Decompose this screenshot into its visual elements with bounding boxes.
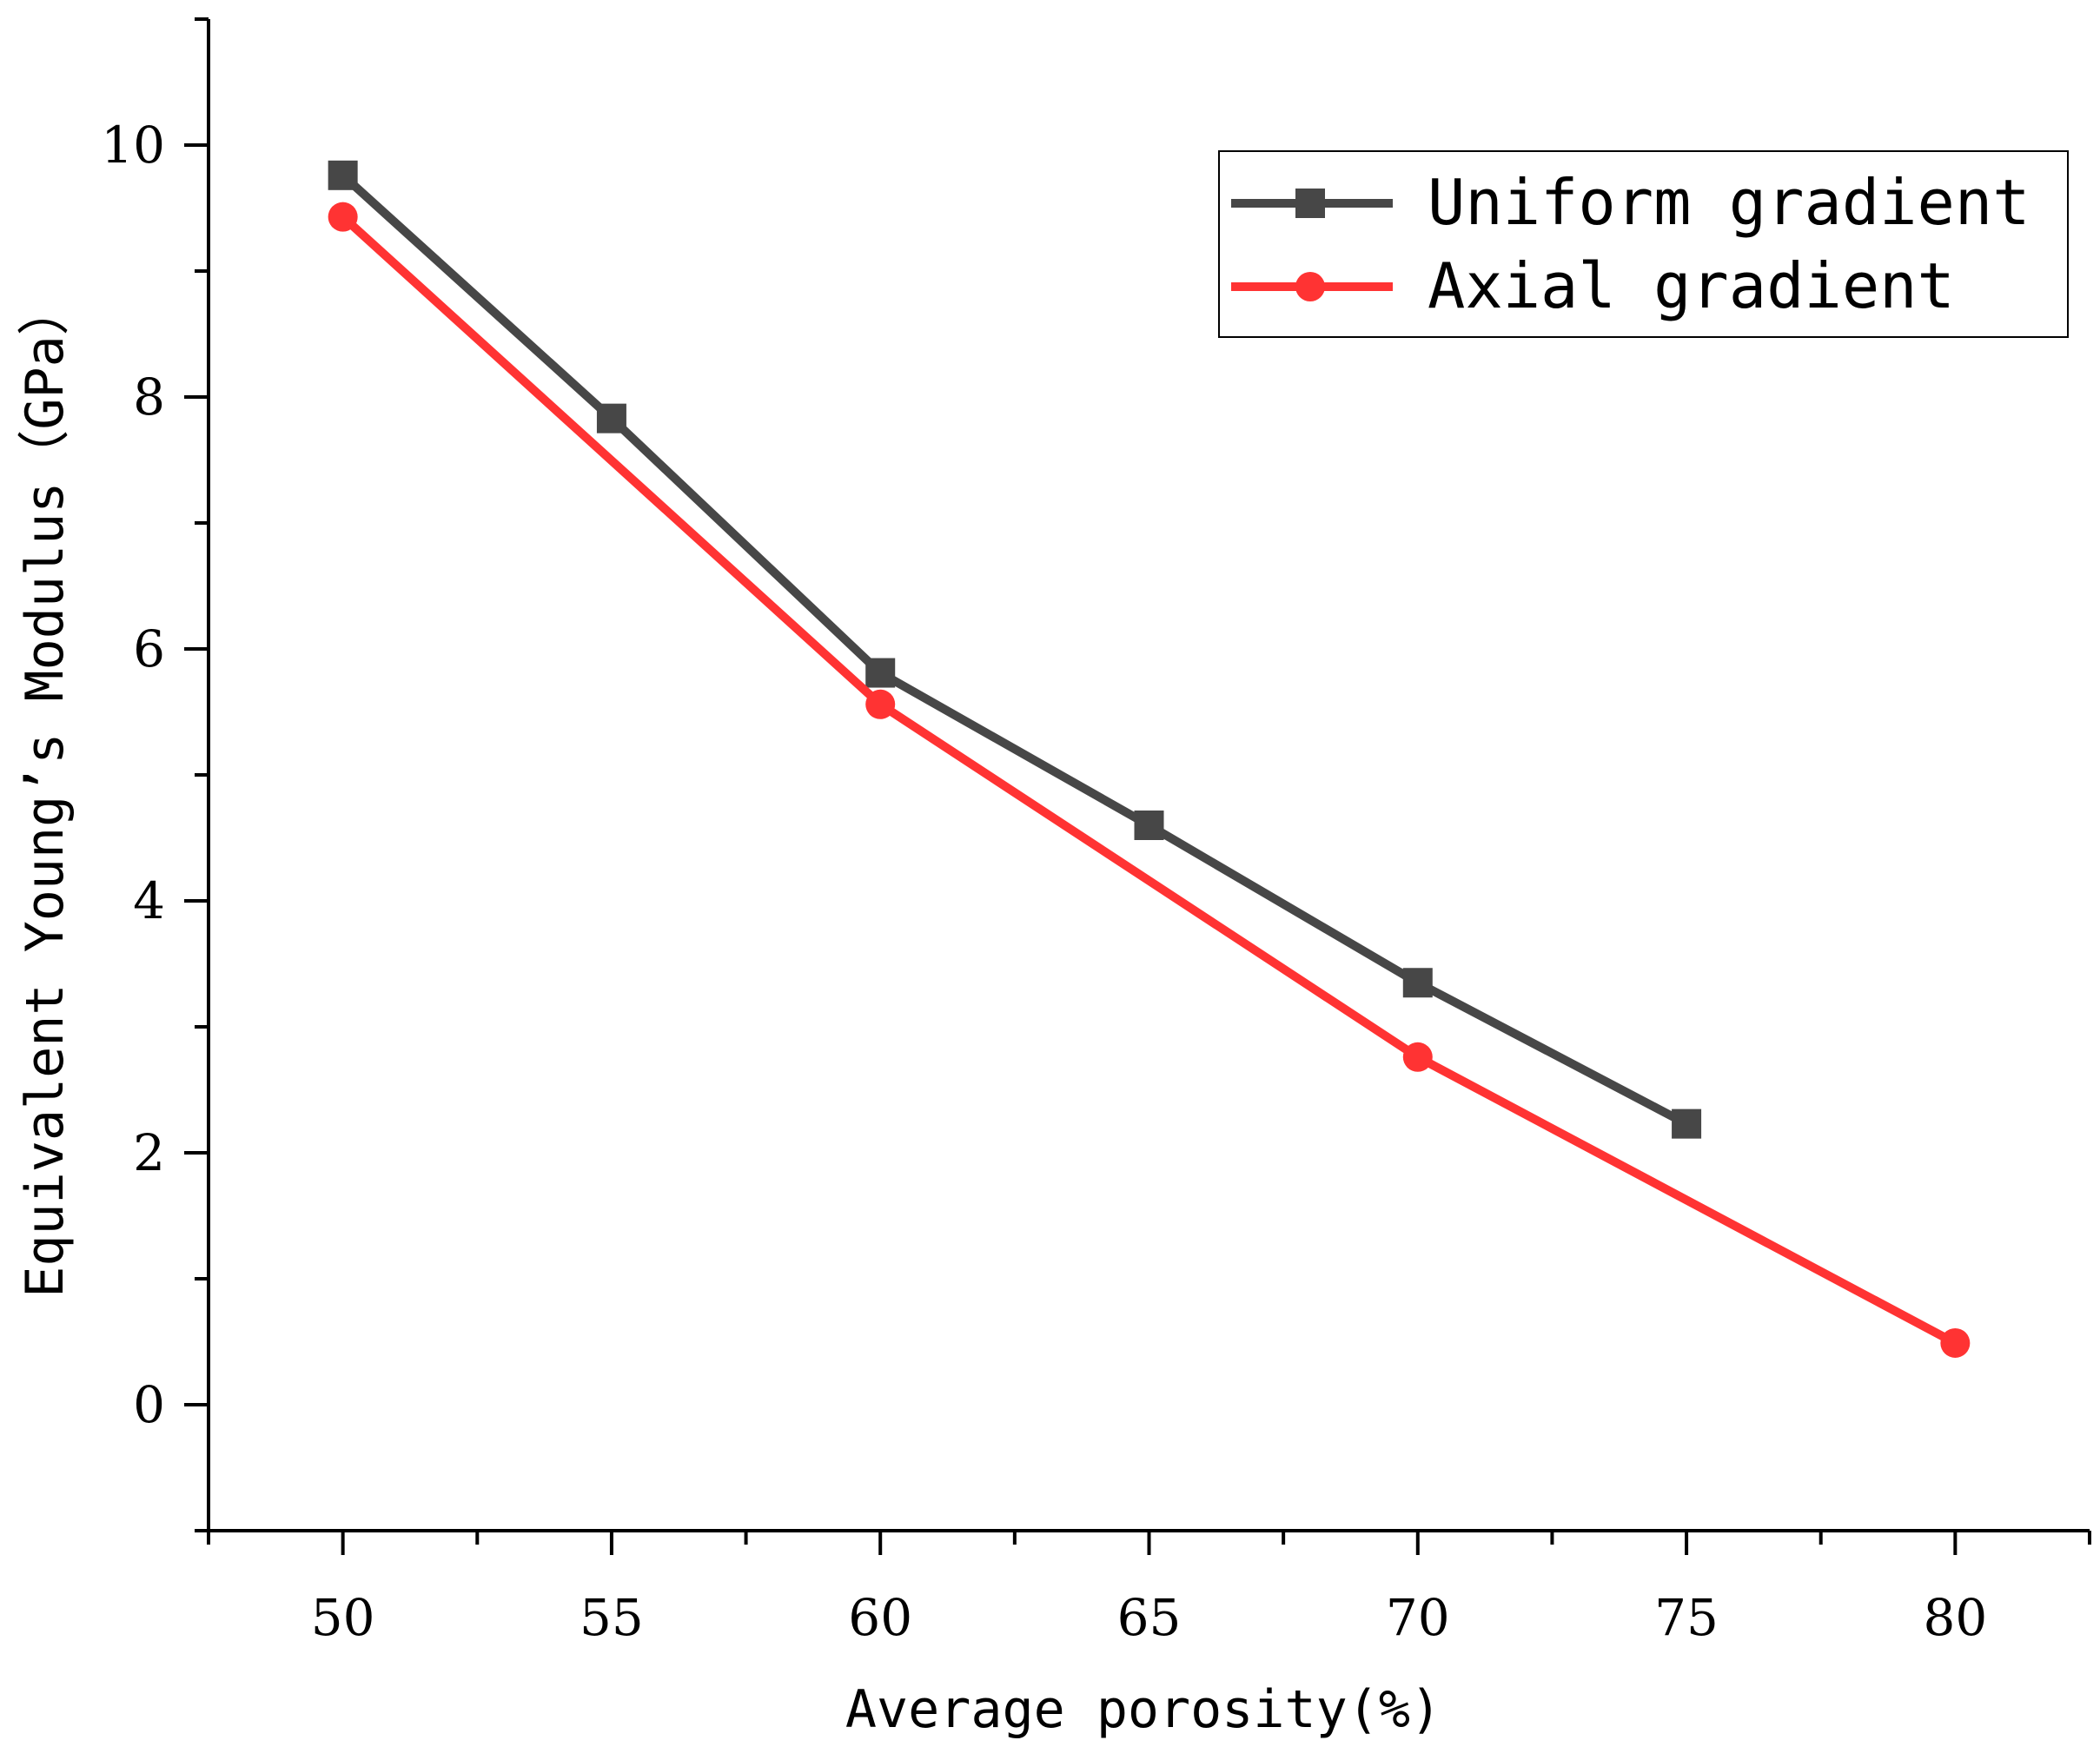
y-tick-label: 0 (133, 1375, 165, 1434)
x-tick-label: 60 (848, 1588, 912, 1647)
x-axis-title: Average porosity(%) (845, 1679, 1441, 1740)
x-tick-label: 80 (1923, 1588, 1987, 1647)
legend: Uniform gradient Axial gradient (1218, 150, 2069, 338)
x-tick-label: 55 (580, 1588, 644, 1647)
data-point-circle (1940, 1327, 1971, 1358)
x-tick-label: 70 (1386, 1588, 1450, 1647)
legend-item-0: Uniform gradient (1231, 166, 2030, 239)
y-tick-label: 10 (101, 116, 165, 175)
data-point-square (1402, 968, 1433, 998)
data-point-circle (328, 202, 358, 232)
data-point-square (1672, 1108, 1702, 1139)
data-point-square (328, 160, 358, 190)
legend-marker-circle (1295, 272, 1325, 301)
y-tick-label: 6 (133, 619, 165, 678)
legend-label: Axial gradient (1428, 249, 1955, 322)
legend-box (1218, 150, 2069, 338)
axis-ticks: 50 55 60 65 70 75 80 0 2 4 6 8 10 (101, 17, 2091, 1647)
data-point-square (865, 658, 896, 688)
y-axis-title: Equivalent Young’s Modulus（GPa） (15, 283, 76, 1298)
series-layer (328, 160, 1971, 1358)
series-line (338, 170, 1692, 1128)
legend-item-1: Axial gradient (1231, 249, 1955, 322)
x-tick-label: 75 (1654, 1588, 1719, 1647)
data-point-square (596, 403, 626, 433)
series-line (338, 212, 1960, 1347)
x-tick-label: 50 (311, 1588, 375, 1647)
legend-label: Uniform gradient (1428, 166, 2030, 239)
y-tick-label: 2 (133, 1123, 165, 1182)
y-tick-label: 8 (133, 367, 165, 427)
series-1 (328, 202, 1971, 1358)
data-point-circle (1402, 1042, 1433, 1072)
series-0 (328, 160, 1702, 1139)
data-point-square (1134, 811, 1164, 840)
x-tick-label: 65 (1117, 1588, 1182, 1647)
data-point-circle (865, 689, 896, 719)
y-tick-label: 4 (133, 871, 165, 930)
legend-marker-square (1295, 189, 1325, 218)
